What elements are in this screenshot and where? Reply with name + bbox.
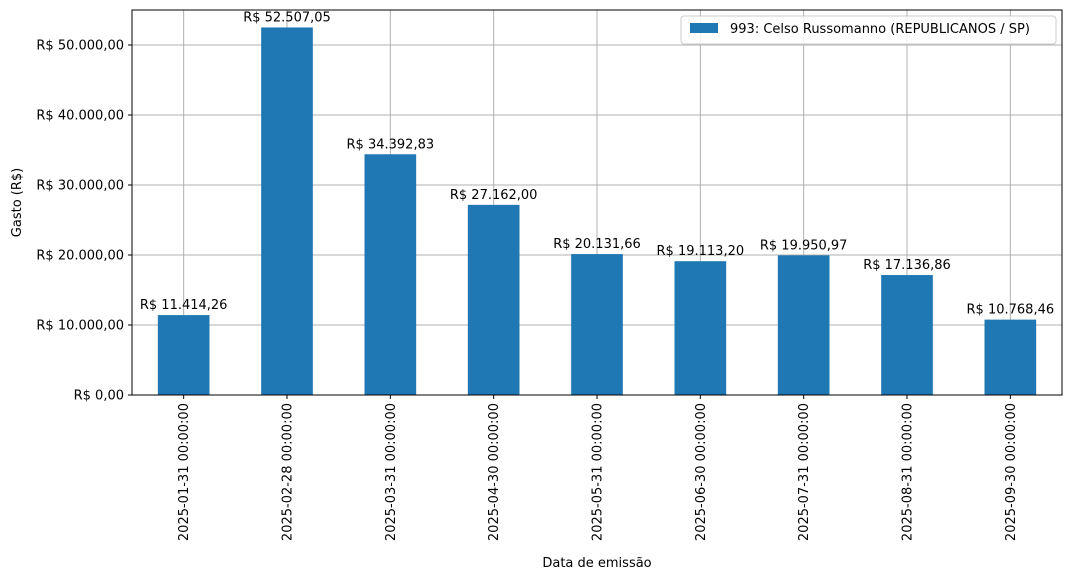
x-axis-title: Data de emissão: [542, 556, 651, 571]
x-axis-ticks: 2025-01-31 00:00:00 2025-02-28 00:00:00 20…: [177, 395, 1019, 541]
bar: [157, 315, 210, 395]
bar: [364, 154, 417, 395]
y-tick-label: R$ 10.000,00: [36, 319, 124, 334]
y-axis-title: Gasto (R$): [10, 168, 25, 237]
legend-swatch: [690, 23, 718, 33]
data-label: R$ 19.113,20: [657, 244, 745, 259]
legend: 993: Celso Russomanno (REPUBLICANOS / SP…: [680, 15, 1057, 45]
y-tick-label: R$ 30.000,00: [36, 179, 124, 194]
data-label: R$ 20.131,66: [553, 237, 641, 252]
legend-entry: 993: Celso Russomanno (REPUBLICANOS / SP…: [730, 22, 1030, 37]
x-tick-label: 2025-06-30 00:00:00: [694, 403, 709, 541]
bar: [571, 254, 623, 395]
bar: [261, 27, 313, 395]
data-label: R$ 34.392,83: [347, 137, 435, 152]
data-label: R$ 19.950,97: [760, 238, 848, 253]
bar: [881, 275, 933, 395]
x-tick-label: 2025-02-28 00:00:00: [281, 403, 296, 541]
data-label: R$ 27.162,00: [450, 188, 538, 203]
data-label: R$ 10.768,46: [967, 303, 1055, 318]
bar: [984, 319, 1037, 395]
data-label: R$ 52.507,05: [243, 10, 331, 25]
x-tick-label: 2025-01-31 00:00:00: [177, 403, 192, 541]
y-tick-label: R$ 40.000,00: [36, 109, 124, 124]
bars: [157, 27, 1037, 395]
y-axis-ticks: R$ 0,00 R$ 10.000,00 R$ 20.000,00 R$ 30.000…: [36, 39, 132, 404]
y-tick-label: R$ 20.000,00: [36, 249, 124, 264]
bar: [674, 261, 727, 395]
bar: [467, 204, 520, 395]
y-tick-label: R$ 50.000,00: [36, 39, 124, 54]
data-labels: R$ 11.414,26 R$ 52.507,05 R$ 34.392,83 R$ 2…: [140, 10, 1054, 317]
x-tick-label: 2025-04-30 00:00:00: [487, 403, 502, 541]
legend-box: [680, 15, 1057, 45]
x-tick-label: 2025-07-31 00:00:00: [797, 403, 812, 541]
x-tick-label: 2025-08-31 00:00:00: [901, 403, 916, 541]
x-tick-label: 2025-03-31 00:00:00: [384, 403, 399, 541]
y-tick-label: R$ 0,00: [74, 389, 124, 404]
bar: [777, 255, 830, 395]
data-label: R$ 11.414,26: [140, 298, 228, 313]
x-tick-label: 2025-05-31 00:00:00: [591, 403, 606, 541]
data-label: R$ 17.136,86: [863, 258, 951, 273]
x-tick-label: 2025-09-30 00:00:00: [1004, 403, 1019, 541]
